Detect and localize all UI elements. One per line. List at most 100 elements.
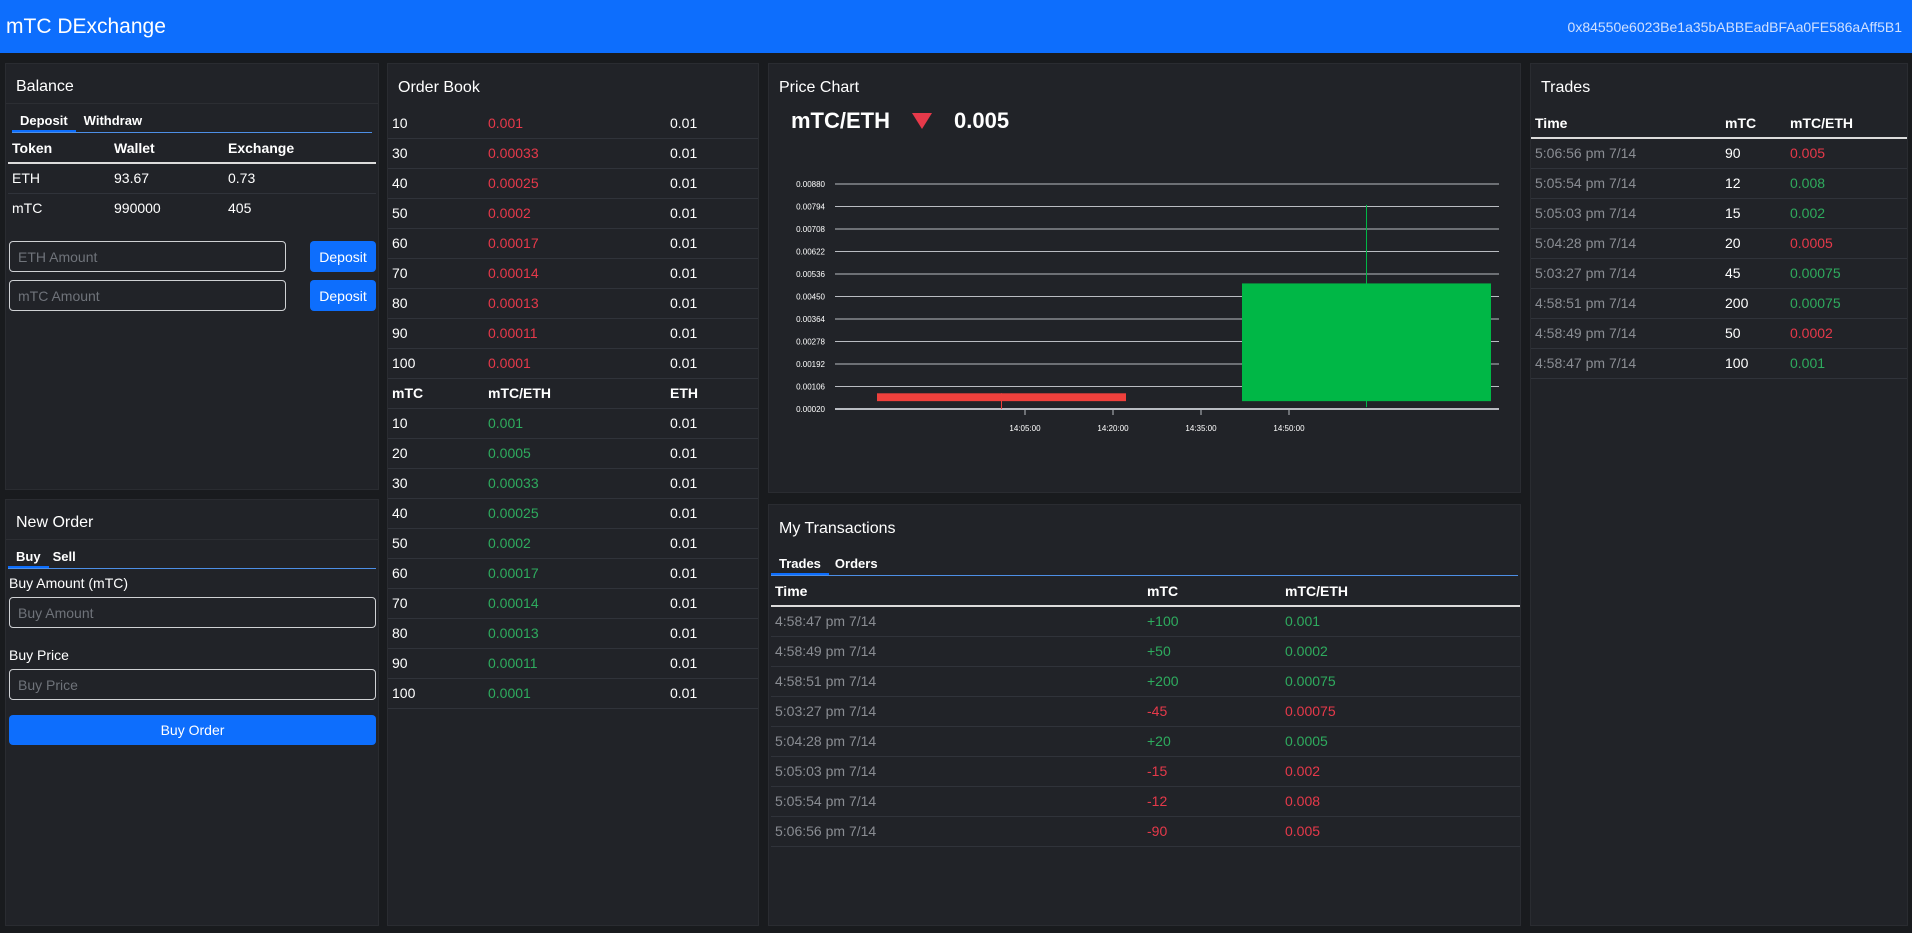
buy-order-row[interactable]: 40 0.00025 0.01 xyxy=(388,498,758,529)
order-eth-total: 0.01 xyxy=(666,138,758,169)
buy-order-row[interactable]: 70 0.00014 0.01 xyxy=(388,588,758,619)
transaction-price: 0.00075 xyxy=(1281,696,1520,727)
buy-amount-input[interactable] xyxy=(9,597,376,628)
order-book-title: Order Book xyxy=(398,79,480,96)
buy-order-row[interactable]: 10 0.001 0.01 xyxy=(388,408,758,439)
order-price: 0.00013 xyxy=(484,288,666,319)
trade-amount: 15 xyxy=(1721,198,1786,229)
order-eth-total: 0.01 xyxy=(666,648,758,679)
tab-deposit[interactable]: Deposit xyxy=(12,110,76,132)
x-tick-label: 14:05:00 xyxy=(1009,424,1041,433)
trade-row: 4:58:51 pm 7/14 200 0.00075 xyxy=(1531,288,1907,319)
buy-order-row[interactable]: 60 0.00017 0.01 xyxy=(388,558,758,589)
trade-row: 4:58:49 pm 7/14 50 0.0002 xyxy=(1531,318,1907,349)
order-amount: 80 xyxy=(388,618,484,649)
trade-amount: 200 xyxy=(1721,288,1786,319)
buy-order-row[interactable]: 20 0.0005 0.01 xyxy=(388,438,758,469)
tab-withdraw[interactable]: Withdraw xyxy=(83,113,143,128)
transactions-tabs: Trades Orders xyxy=(771,553,1518,576)
order-eth-total: 0.01 xyxy=(666,498,758,529)
order-price: 0.00025 xyxy=(484,168,666,199)
order-eth-total: 0.01 xyxy=(666,468,758,499)
header-mtc: mTC xyxy=(1143,576,1281,607)
sell-order-row[interactable]: 30 0.00033 0.01 xyxy=(388,138,758,169)
trade-price: 0.0005 xyxy=(1786,228,1907,259)
order-price: 0.00017 xyxy=(484,228,666,259)
trade-row: 5:05:54 pm 7/14 12 0.008 xyxy=(1531,168,1907,199)
tab-sell[interactable]: Sell xyxy=(52,549,76,564)
order-price: 0.00014 xyxy=(484,588,666,619)
buy-order-row[interactable]: 30 0.00033 0.01 xyxy=(388,468,758,499)
trade-price: 0.008 xyxy=(1786,168,1907,199)
price-summary: mTC/ETH 0.005 xyxy=(791,108,1009,134)
sell-order-row[interactable]: 90 0.00011 0.01 xyxy=(388,318,758,349)
order-amount: 70 xyxy=(388,258,484,289)
trade-amount: 90 xyxy=(1721,138,1786,169)
y-tick-label: 0.00708 xyxy=(796,225,825,234)
header-price: mTC/ETH xyxy=(484,378,666,409)
sell-order-row[interactable]: 40 0.00025 0.01 xyxy=(388,168,758,199)
order-eth-total: 0.01 xyxy=(666,618,758,649)
transaction-amount: -45 xyxy=(1143,696,1281,727)
brand-title[interactable]: mTC DExchange xyxy=(6,14,166,38)
transaction-time: 5:05:03 pm 7/14 xyxy=(771,756,1143,787)
pair-label: mTC/ETH xyxy=(791,108,890,133)
order-eth-total: 0.01 xyxy=(666,168,758,199)
transaction-time: 5:04:28 pm 7/14 xyxy=(771,726,1143,757)
order-price: 0.00033 xyxy=(484,468,666,499)
transaction-time: 5:06:56 pm 7/14 xyxy=(771,816,1143,847)
y-tick-label: 0.00278 xyxy=(796,338,825,347)
trade-amount: 20 xyxy=(1721,228,1786,259)
tab-trades[interactable]: Trades xyxy=(771,553,829,575)
deposit-mtc-button[interactable]: Deposit xyxy=(310,280,376,311)
order-eth-total: 0.01 xyxy=(666,288,758,319)
buy-order-row[interactable]: 50 0.0002 0.01 xyxy=(388,528,758,559)
buy-price-input[interactable] xyxy=(9,669,376,700)
header-mtc: mTC xyxy=(1721,108,1786,139)
deposit-eth-button[interactable]: Deposit xyxy=(310,241,376,272)
balance-table: Token Wallet Exchange ETH 93.67 0.73 mTC… xyxy=(8,133,376,223)
x-tick-label: 14:20:00 xyxy=(1097,424,1129,433)
order-eth-total: 0.01 xyxy=(666,588,758,619)
exchange-balance: 405 xyxy=(228,200,252,217)
trades-title: Trades xyxy=(1541,79,1591,96)
trade-row: 5:03:27 pm 7/14 45 0.00075 xyxy=(1531,258,1907,289)
account-address[interactable]: 0x84550e6023Be1a35bABBEadBFAa0FE586aAff5… xyxy=(1567,18,1902,35)
balance-row-eth: ETH 93.67 0.73 xyxy=(8,163,376,194)
sell-order-row[interactable]: 80 0.00013 0.01 xyxy=(388,288,758,319)
mtc-amount-input[interactable] xyxy=(9,280,286,311)
order-price: 0.0002 xyxy=(484,528,666,559)
y-tick-label: 0.00106 xyxy=(796,383,825,392)
transaction-row: 4:58:51 pm 7/14 +200 0.00075 xyxy=(771,666,1520,697)
trade-amount: 100 xyxy=(1721,348,1786,379)
buy-order-button[interactable]: Buy Order xyxy=(9,715,376,745)
balance-row-mtc: mTC 990000 405 xyxy=(8,193,376,223)
order-amount: 50 xyxy=(388,198,484,229)
eth-amount-input[interactable] xyxy=(9,241,286,272)
sell-order-row[interactable]: 10 0.001 0.01 xyxy=(388,108,758,139)
wallet-balance: 93.67 xyxy=(110,163,224,194)
header-price: mTC/ETH xyxy=(1281,576,1520,607)
sell-order-row[interactable]: 100 0.0001 0.01 xyxy=(388,348,758,379)
buy-order-row[interactable]: 100 0.0001 0.01 xyxy=(388,678,758,709)
order-price: 0.0002 xyxy=(484,198,666,229)
y-tick-label: 0.00364 xyxy=(796,315,825,324)
order-price: 0.0001 xyxy=(484,348,666,379)
x-tick-label: 14:35:00 xyxy=(1185,424,1217,433)
tab-buy[interactable]: Buy xyxy=(8,546,49,568)
transaction-time: 5:03:27 pm 7/14 xyxy=(771,696,1143,727)
trade-time: 5:05:54 pm 7/14 xyxy=(1531,168,1721,199)
header-eth: ETH xyxy=(666,378,758,409)
sell-order-row[interactable]: 50 0.0002 0.01 xyxy=(388,198,758,229)
y-tick-label: 0.00020 xyxy=(796,405,825,414)
order-amount: 90 xyxy=(388,318,484,349)
transaction-time: 4:58:49 pm 7/14 xyxy=(771,636,1143,667)
tab-orders[interactable]: Orders xyxy=(834,556,878,571)
candle-body xyxy=(877,393,1126,402)
sell-order-row[interactable]: 60 0.00017 0.01 xyxy=(388,228,758,259)
transaction-price: 0.0002 xyxy=(1281,636,1520,667)
sell-order-row[interactable]: 70 0.00014 0.01 xyxy=(388,258,758,289)
new-order-card: New Order Buy Sell Buy Amount (mTC) Buy … xyxy=(5,499,379,926)
buy-order-row[interactable]: 90 0.00011 0.01 xyxy=(388,648,758,679)
buy-order-row[interactable]: 80 0.00013 0.01 xyxy=(388,618,758,649)
